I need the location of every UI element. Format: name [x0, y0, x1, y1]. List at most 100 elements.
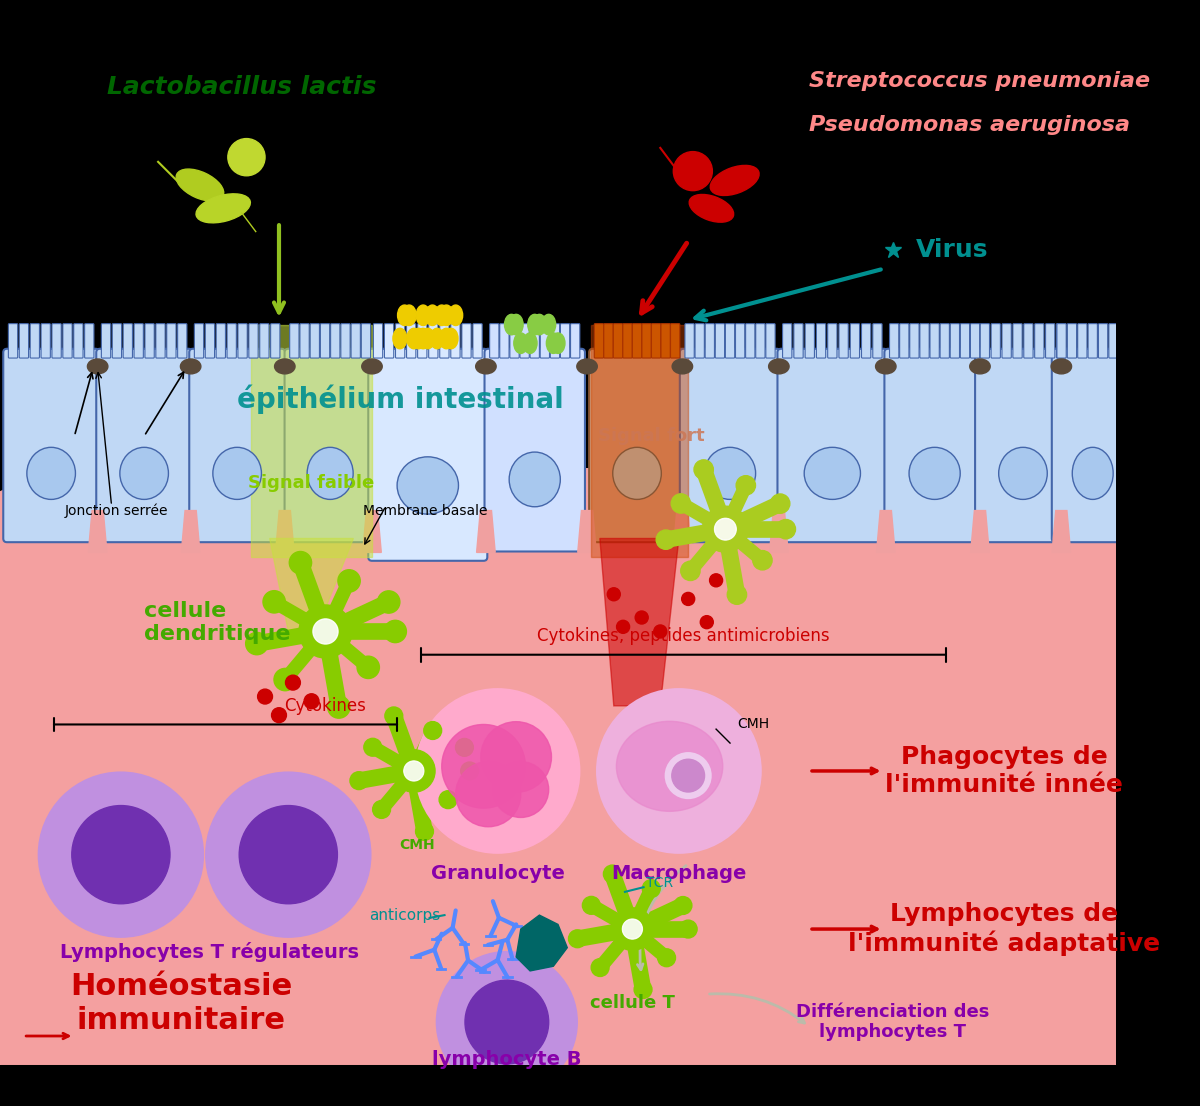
FancyBboxPatch shape [320, 324, 330, 358]
Ellipse shape [634, 981, 652, 999]
FancyBboxPatch shape [756, 324, 766, 358]
Circle shape [714, 519, 737, 540]
FancyBboxPatch shape [725, 324, 734, 358]
FancyBboxPatch shape [560, 324, 570, 358]
Ellipse shape [656, 530, 676, 550]
FancyBboxPatch shape [145, 324, 155, 358]
Polygon shape [971, 511, 989, 552]
Ellipse shape [364, 739, 382, 757]
Ellipse shape [727, 585, 746, 604]
Circle shape [206, 773, 370, 937]
FancyBboxPatch shape [248, 324, 258, 358]
FancyBboxPatch shape [1109, 324, 1118, 358]
FancyBboxPatch shape [41, 324, 50, 358]
FancyBboxPatch shape [862, 324, 871, 358]
Ellipse shape [694, 460, 713, 479]
Polygon shape [181, 511, 200, 552]
Circle shape [313, 619, 338, 644]
Text: Lactobacillus lactis: Lactobacillus lactis [107, 75, 377, 100]
Ellipse shape [1073, 447, 1114, 500]
FancyBboxPatch shape [178, 324, 187, 358]
FancyBboxPatch shape [594, 324, 604, 358]
Ellipse shape [246, 633, 268, 655]
FancyBboxPatch shape [872, 324, 882, 358]
FancyBboxPatch shape [930, 324, 940, 358]
Ellipse shape [776, 520, 796, 539]
Ellipse shape [176, 169, 223, 201]
FancyBboxPatch shape [695, 324, 704, 358]
Circle shape [304, 693, 319, 709]
Text: Cytokines, peptides antimicrobiens: Cytokines, peptides antimicrobiens [538, 627, 830, 645]
Circle shape [654, 625, 667, 638]
FancyBboxPatch shape [300, 324, 310, 358]
FancyBboxPatch shape [805, 324, 815, 358]
FancyBboxPatch shape [96, 348, 192, 542]
Text: TCR: TCR [647, 876, 673, 889]
FancyBboxPatch shape [642, 324, 652, 358]
Ellipse shape [551, 333, 565, 354]
FancyBboxPatch shape [462, 324, 472, 358]
Ellipse shape [426, 305, 439, 325]
Ellipse shape [509, 314, 523, 335]
FancyBboxPatch shape [971, 324, 979, 358]
Ellipse shape [528, 314, 541, 335]
FancyBboxPatch shape [950, 324, 960, 358]
Text: épithélium intestinal: épithélium intestinal [236, 384, 563, 414]
Ellipse shape [910, 447, 960, 500]
FancyBboxPatch shape [271, 324, 280, 358]
Text: Signal fort: Signal fort [598, 427, 704, 446]
FancyBboxPatch shape [1002, 324, 1012, 358]
Ellipse shape [397, 305, 412, 325]
Ellipse shape [604, 865, 622, 883]
Ellipse shape [658, 949, 676, 967]
Circle shape [392, 750, 436, 792]
Text: Lymphocytes T régulateurs: Lymphocytes T régulateurs [60, 942, 359, 962]
Text: Jonction serrée: Jonction serrée [65, 503, 168, 518]
FancyBboxPatch shape [310, 324, 319, 358]
Ellipse shape [416, 328, 430, 348]
Circle shape [437, 952, 576, 1092]
Ellipse shape [407, 328, 421, 348]
FancyBboxPatch shape [101, 324, 110, 358]
Ellipse shape [275, 359, 295, 374]
FancyBboxPatch shape [1034, 324, 1044, 358]
FancyBboxPatch shape [428, 324, 438, 358]
FancyBboxPatch shape [910, 324, 919, 358]
Ellipse shape [679, 920, 697, 938]
Ellipse shape [546, 333, 560, 354]
Ellipse shape [274, 668, 296, 691]
Text: Homéostasie
immunitaire: Homéostasie immunitaire [71, 972, 293, 1035]
FancyBboxPatch shape [991, 324, 1001, 358]
FancyBboxPatch shape [368, 348, 487, 561]
FancyBboxPatch shape [373, 324, 383, 358]
FancyBboxPatch shape [341, 324, 350, 358]
Text: cellule
dendritique: cellule dendritique [144, 601, 290, 644]
FancyBboxPatch shape [289, 324, 299, 358]
Ellipse shape [998, 447, 1048, 500]
FancyBboxPatch shape [194, 324, 204, 358]
Ellipse shape [350, 772, 368, 790]
Polygon shape [276, 511, 294, 552]
FancyBboxPatch shape [661, 324, 671, 358]
Circle shape [258, 689, 272, 705]
Ellipse shape [373, 801, 390, 818]
FancyBboxPatch shape [499, 324, 509, 358]
FancyBboxPatch shape [623, 324, 632, 358]
FancyBboxPatch shape [794, 324, 803, 358]
Ellipse shape [736, 476, 756, 495]
Polygon shape [362, 511, 382, 552]
Polygon shape [769, 511, 788, 552]
Ellipse shape [514, 333, 528, 354]
Circle shape [72, 805, 170, 904]
FancyBboxPatch shape [1045, 324, 1055, 358]
FancyBboxPatch shape [284, 348, 376, 542]
Ellipse shape [180, 359, 200, 374]
FancyBboxPatch shape [52, 324, 61, 358]
Ellipse shape [582, 897, 600, 915]
Circle shape [672, 759, 704, 792]
FancyBboxPatch shape [259, 324, 269, 358]
FancyBboxPatch shape [828, 324, 836, 358]
Ellipse shape [88, 359, 108, 374]
Ellipse shape [434, 305, 449, 325]
FancyBboxPatch shape [62, 324, 72, 358]
